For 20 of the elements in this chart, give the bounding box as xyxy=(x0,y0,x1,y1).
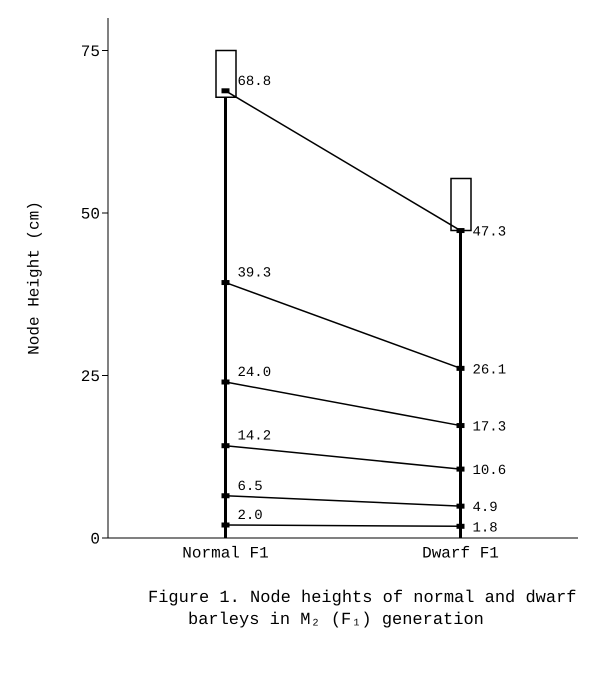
data-label: 26.1 xyxy=(472,362,506,378)
y-tick-label: 75 xyxy=(80,43,100,62)
data-label: 10.6 xyxy=(472,463,506,480)
data-label: 4.9 xyxy=(472,500,498,516)
text: Figure 1. Node heights of normal and dwarf barleys in M₂ (F₁) generation xyxy=(148,588,578,632)
data-label: 47.3 xyxy=(472,224,506,241)
data-label: 14.2 xyxy=(238,428,272,445)
y-tick-label: 50 xyxy=(80,206,100,224)
y-tick-label: 25 xyxy=(80,368,100,386)
data-label: 17.3 xyxy=(472,420,506,436)
data-label: 1.8 xyxy=(472,520,498,536)
y-tick-label: 0 xyxy=(90,530,100,549)
data-label: 24.0 xyxy=(238,365,272,381)
data-label: 39.3 xyxy=(238,266,272,282)
data-label: 2.0 xyxy=(238,508,263,524)
data-label: 68.8 xyxy=(238,74,272,90)
data-label: 6.5 xyxy=(238,478,263,495)
x-tick-label: Dwarf F1 xyxy=(422,544,499,562)
x-tick-label: Normal F1 xyxy=(182,544,269,562)
y-axis-title: Node Height (cm) xyxy=(26,201,44,355)
